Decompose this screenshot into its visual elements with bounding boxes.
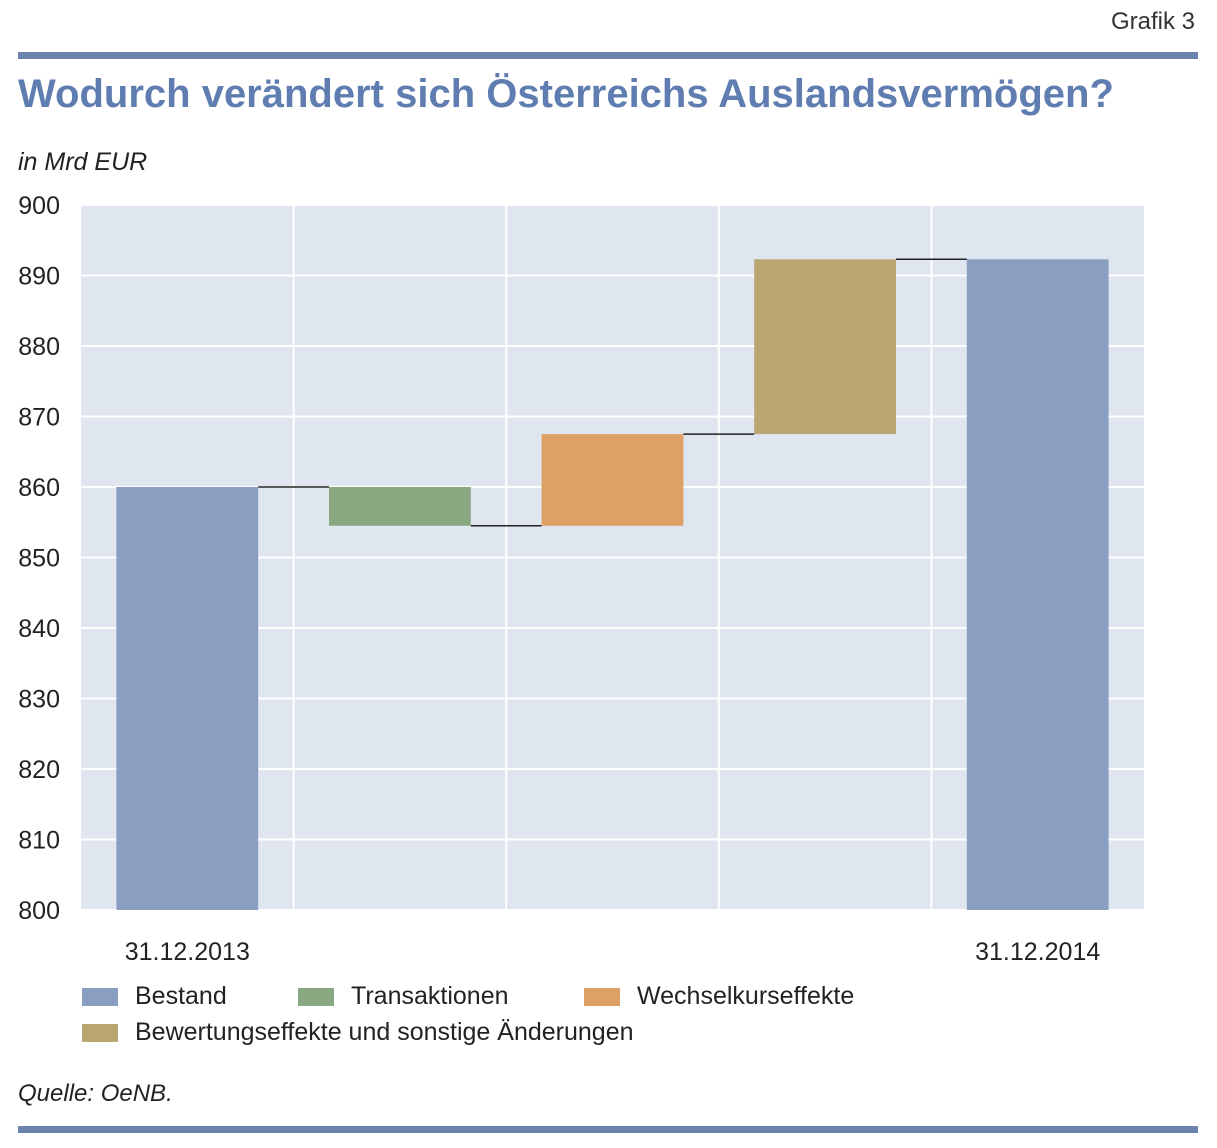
bar-3 [754, 259, 897, 435]
legend-item-bewertungseffekte: Bewertungseffekte und sonstige Änderunge… [82, 1018, 634, 1047]
legend-label-transaktionen: Transaktionen [351, 982, 509, 1010]
y-tick-label: 880 [18, 333, 60, 361]
y-tick-label: 850 [18, 545, 60, 573]
figure-number: Grafik 3 [1110, 8, 1195, 35]
legend-item-wechselkurseffekte: Wechselkurseffekte [584, 982, 854, 1011]
bar-2 [541, 434, 684, 526]
x-tick-label: 31.12.2014 [975, 938, 1100, 966]
y-tick-label: 810 [18, 827, 60, 855]
bar-1 [328, 487, 471, 526]
legend-item-bestand: Bestand [82, 982, 227, 1011]
unit-label: in Mrd EUR [18, 148, 148, 176]
legend-swatch-bewertungseffekte [82, 1023, 118, 1042]
y-tick-label: 900 [18, 192, 60, 220]
legend-label-bewertungseffekte: Bewertungseffekte und sonstige Änderunge… [135, 1018, 634, 1046]
legend-label-bestand: Bestand [135, 982, 227, 1010]
y-tick-label: 800 [18, 897, 60, 925]
y-tick-label: 840 [18, 615, 60, 643]
source-note: Quelle: OeNB. [18, 1080, 173, 1107]
chart-title: Wodurch verändert sich Österreichs Ausla… [18, 72, 1114, 116]
top-rule [18, 52, 1198, 59]
x-tick-label: 31.12.2013 [125, 938, 250, 966]
waterfall-chart: 800 810 820 830 840 850 860 870 880 890 900 31.12.2… [18, 192, 1144, 966]
legend-item-transaktionen: Transaktionen [298, 982, 509, 1011]
bar-0 [116, 487, 259, 910]
y-tick-label: 830 [18, 686, 60, 714]
y-tick-label: 870 [18, 404, 60, 432]
legend-swatch-bestand [82, 987, 118, 1006]
bar-4 [966, 259, 1109, 910]
y-tick-label: 860 [18, 474, 60, 502]
legend-swatch-wechselkurseffekte [584, 987, 620, 1006]
legend-swatch-transaktionen [298, 987, 334, 1006]
y-tick-label: 820 [18, 756, 60, 784]
bottom-rule [18, 1126, 1198, 1133]
legend-label-wechselkurseffekte: Wechselkurseffekte [637, 982, 855, 1010]
y-tick-label: 890 [18, 263, 60, 291]
